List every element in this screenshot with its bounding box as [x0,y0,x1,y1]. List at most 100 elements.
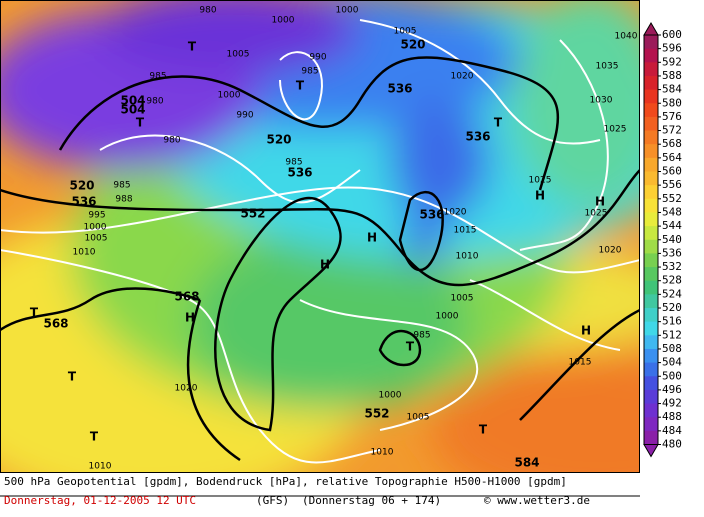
colorbar-segment [644,403,658,418]
contour-label: 1010 [89,462,112,472]
colorbar-label: 520 [662,301,682,314]
contour-label: 1015 [454,226,477,236]
colorbar-label: 492 [662,397,682,410]
colorbar-segment [644,417,658,432]
contour-label: 1005 [451,294,474,304]
pressure-center: T [406,340,415,354]
colorbar-segment [644,157,658,172]
colorbar-segment [644,362,658,377]
pressure-center: T [30,306,39,320]
colorbar-label: 552 [662,192,682,205]
colorbar-segment [644,171,658,186]
colorbar-arrow-bottom [643,444,659,458]
colorbar-label: 504 [662,356,682,369]
colorbar-segment [644,116,658,132]
colorbar-label: 600 [662,28,682,41]
colorbar-segment [644,376,658,391]
colorbar-label: 584 [662,83,682,96]
contour-label: 1000 [336,6,359,16]
pressure-center: T [494,116,503,130]
contour-label: 1010 [456,252,479,262]
map-frame [0,0,640,473]
colorbar-label: 548 [662,205,682,218]
pressure-center: T [479,423,488,437]
colorbar-label: 592 [662,55,682,68]
colorbar-label: 516 [662,315,682,328]
contour-label: 1000 [218,91,241,101]
contour-label: 990 [236,111,253,121]
colorbar-segment [644,75,658,91]
colorbar-segment [644,130,658,145]
contour-label: 584 [514,456,539,470]
contour-label: 985 [413,331,430,341]
pressure-center: H [581,324,591,338]
pressure-center: H [185,311,195,325]
contour-label: 1005 [394,27,417,37]
colorbar-segment [644,103,658,118]
colorbar-segment [644,267,658,282]
colorbar-label: 564 [662,151,682,164]
contour-label: 995 [88,211,105,221]
contour-label: 568 [43,317,68,331]
colorbar-segment [644,144,658,159]
colorbar-segment [644,198,658,213]
footer-date: Donnerstag, 01-12-2005 12 UTC [4,494,196,507]
contour-label: 990 [309,53,326,63]
contour-label: 1005 [227,50,250,60]
colorbar-segment [644,239,658,254]
contour-label: 1040 [615,32,638,42]
contour-label: 1010 [73,248,96,258]
contour-label: 504 [120,94,145,108]
contour-label: 536 [419,208,444,222]
contour-label: 1000 [272,16,295,26]
contour-label: 1020 [444,208,467,218]
colorbar-label: 588 [662,69,682,82]
contour-label: 980 [199,6,216,16]
footer-run: (Donnerstag 06 + 174) [302,494,441,507]
contour-label: 504 [120,103,145,117]
colorbar-label: 484 [662,424,682,437]
pressure-center: T [68,370,77,384]
contour-label: 1005 [407,413,430,423]
colorbar-segment [644,185,658,200]
colorbar-segment [644,280,658,295]
contour-label: 520 [266,133,291,147]
colorbar-segment [644,389,658,405]
pressure-center: T [188,40,197,54]
colorbar-label: 524 [662,287,682,300]
contour-label: 980 [146,97,163,107]
pressure-center: H [595,195,605,209]
contour-label: 1020 [451,72,474,82]
contour-label: 1020 [175,384,198,394]
colorbar-label: 560 [662,165,682,178]
colorbar-label: 572 [662,124,682,137]
colorbar-segment [644,48,658,63]
colorbar-label: 580 [662,96,682,109]
contour-label: 1030 [590,96,613,106]
colorbar-segment [644,226,658,241]
colorbar-label: 512 [662,328,682,341]
contour-label: 985 [301,67,318,77]
colorbar-label: 540 [662,233,682,246]
colorbar-label: 532 [662,260,682,273]
contour-label: 552 [364,407,389,421]
footer-credit: © www.wetter3.de [484,494,590,507]
contour-label: 1010 [371,448,394,458]
pressure-center: H [320,258,330,272]
colorbar-label: 488 [662,410,682,423]
colorbar-segment [644,348,658,364]
colorbar-arrow-top [643,22,659,36]
contour-label: 536 [465,130,490,144]
colorbar-segment [644,294,658,309]
contour-label: 536 [387,82,412,96]
pressure-center: T [296,79,305,93]
contour-label: 985 [285,158,302,168]
contour-label: 520 [69,179,94,193]
colorbar-label: 508 [662,342,682,355]
colorbar-label: 596 [662,42,682,55]
colorbar-segment [644,308,658,323]
contour-label: 1000 [84,223,107,233]
pressure-center: T [136,116,145,130]
